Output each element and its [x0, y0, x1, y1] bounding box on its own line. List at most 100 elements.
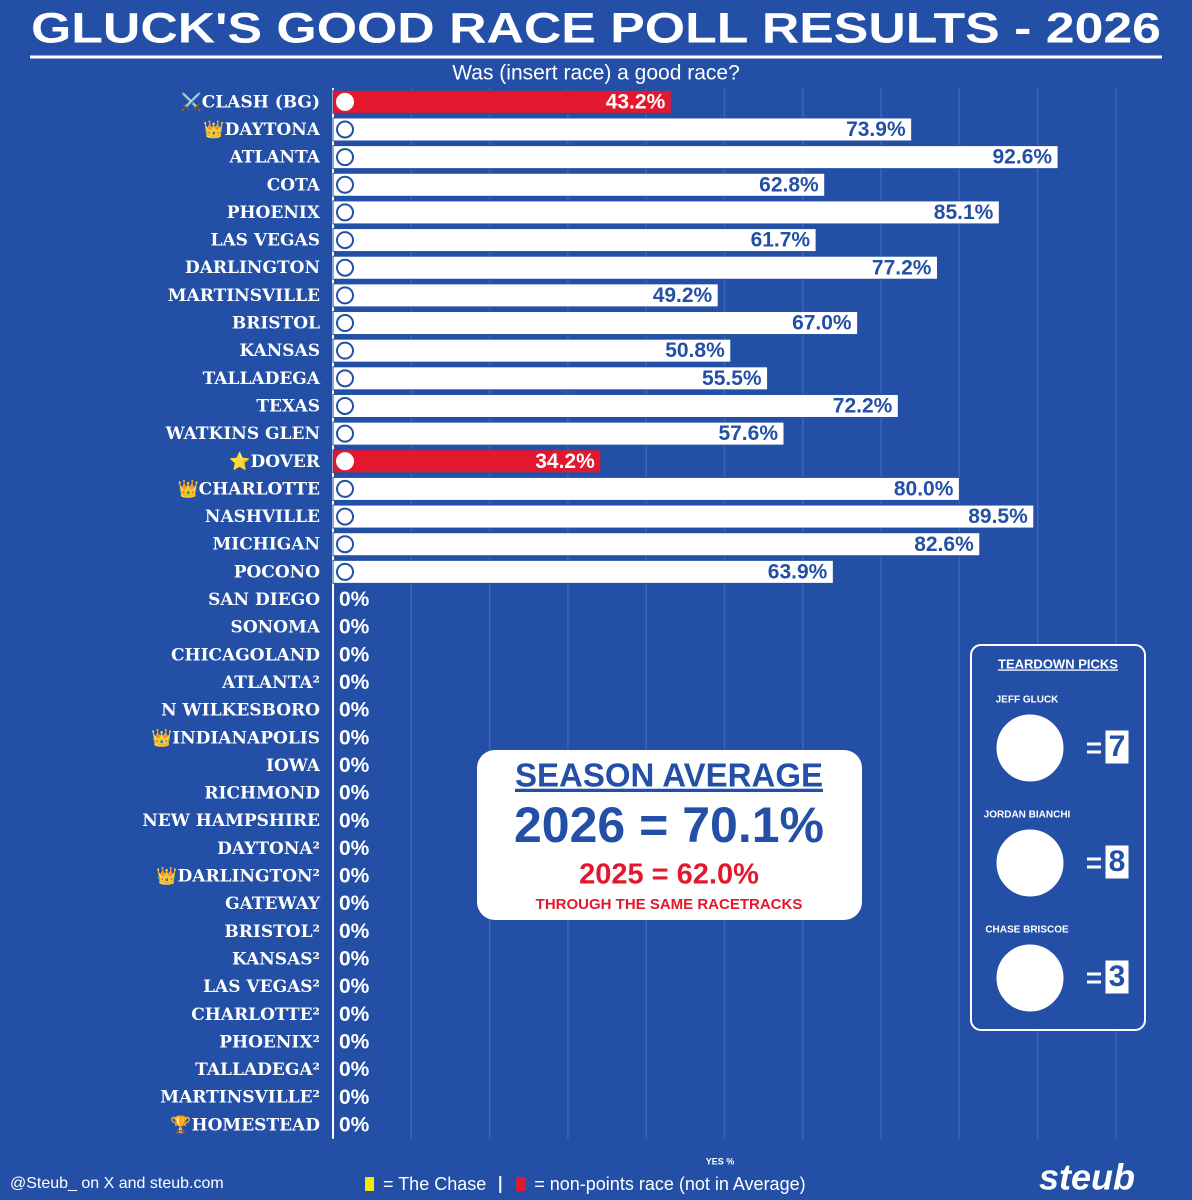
value-label: 0%	[339, 754, 370, 777]
driver-icon	[336, 286, 354, 305]
pick-name: CHASE BRISCOE	[985, 925, 1069, 936]
value-label: 0%	[339, 671, 370, 694]
bar	[332, 476, 960, 501]
category-label: ⭐DOVER	[229, 451, 321, 472]
value-label: 0%	[339, 948, 370, 971]
chart-title: GLUCK'S GOOD RACE POLL RESULTS - 2026	[31, 4, 1161, 52]
season-previous: 2025 = 62.0%	[579, 859, 759, 891]
category-label: NEW HAMPSHIRE	[142, 811, 320, 831]
pick-value: 8	[1109, 845, 1126, 878]
value-label: 63.9%	[768, 560, 828, 583]
pick-avatar	[993, 711, 1067, 785]
pick-avatar	[993, 826, 1067, 900]
pick-name: JORDAN BIANCHI	[984, 810, 1071, 821]
value-label: 89.5%	[968, 505, 1028, 528]
bar	[332, 283, 719, 308]
value-label: 0%	[339, 975, 370, 998]
value-label: 0%	[339, 865, 370, 888]
category-label: ⚔️CLASH (BG)	[181, 91, 320, 112]
bar	[332, 338, 732, 363]
pick-box	[1104, 729, 1130, 765]
value-label: 0%	[339, 920, 370, 943]
category-label: POCONO	[234, 562, 320, 582]
category-label: WATKINS GLEN	[165, 424, 320, 444]
driver-icon	[336, 203, 354, 222]
category-label: ATLANTA²	[221, 673, 320, 693]
value-label: 82.6%	[914, 533, 974, 556]
category-label: BRISTOL²	[224, 922, 320, 942]
value-label: 50.8%	[665, 339, 725, 362]
driver-icon	[336, 396, 354, 415]
category-label: PHOENIX²	[219, 1032, 320, 1052]
category-label: LAS VEGAS	[211, 231, 320, 251]
driver-icon	[336, 92, 354, 111]
legend: = The Chase = non-points race (not in Ave…	[365, 1174, 806, 1194]
bar	[332, 504, 1035, 529]
category-label: N WILKESBORO	[161, 701, 320, 721]
driver-icon	[336, 120, 354, 139]
value-label: 57.6%	[718, 422, 778, 445]
category-label: COTA	[267, 175, 321, 195]
value-label: 43.2%	[606, 90, 666, 113]
bar	[332, 393, 899, 418]
bar	[332, 311, 859, 336]
value-label: 0%	[339, 699, 370, 722]
legend-swatch	[365, 1177, 374, 1191]
value-label: 0%	[339, 809, 370, 832]
season-current: 2026 = 70.1%	[514, 797, 824, 853]
value-label: 0%	[339, 892, 370, 915]
pick-value: 3	[1109, 960, 1126, 993]
rows: ⚔️CLASH (BG) 43.2% 👑DAYTONA 73.9% ATLANTA 92.…	[142, 89, 1059, 1136]
category-label: MICHIGAN	[212, 535, 320, 555]
value-label: 34.2%	[535, 450, 595, 473]
season-title: SEASON AVERAGE	[515, 757, 823, 794]
bar	[332, 172, 826, 197]
bar	[332, 255, 938, 280]
value-label: 72.2%	[833, 395, 893, 418]
category-label: GATEWAY	[225, 894, 321, 914]
pick-avatar	[993, 941, 1067, 1015]
x-axis-label: YES %	[706, 1156, 735, 1166]
picks-title: TEARDOWN PICKS	[998, 656, 1118, 671]
value-label: 62.8%	[759, 173, 819, 196]
bar	[332, 228, 817, 253]
driver-icon	[336, 258, 354, 277]
category-label: TALLADEGA	[203, 369, 321, 389]
category-label: SONOMA	[231, 618, 321, 638]
bar	[332, 559, 834, 584]
value-label: 0%	[339, 643, 370, 666]
category-label: IOWA	[266, 756, 321, 776]
bar	[332, 145, 1059, 170]
driver-icon	[336, 424, 354, 443]
category-label: PHOENIX	[227, 203, 321, 223]
value-label: 85.1%	[934, 201, 994, 224]
value-label: 0%	[339, 1113, 370, 1136]
category-label: MARTINSVILLE²	[160, 1088, 320, 1108]
driver-icon	[336, 369, 354, 388]
legend-label: = The Chase	[383, 1174, 486, 1194]
category-label: ATLANTA	[228, 148, 320, 168]
season-note: THROUGH THE SAME RACETRACKS	[536, 896, 803, 913]
value-label: 0%	[339, 1030, 370, 1053]
value-label: 0%	[339, 726, 370, 749]
value-label: 49.2%	[653, 284, 713, 307]
value-label: 0%	[339, 1086, 370, 1109]
value-label: 0%	[339, 837, 370, 860]
bar	[332, 117, 913, 142]
driver-icon	[336, 535, 354, 554]
category-label: KANSAS²	[232, 949, 320, 969]
bar	[332, 421, 785, 446]
logo: steub	[1039, 1157, 1135, 1198]
value-label: 0%	[339, 1003, 370, 1026]
picks: JEFF GLUCK 7 JORDAN BIANCHI 8 CHASE BRISCOE 3	[984, 695, 1130, 1015]
driver-icon	[336, 175, 354, 194]
category-label: 👑CHARLOTTE	[178, 479, 321, 499]
value-label: 92.6%	[993, 146, 1053, 169]
pick-value: 7	[1109, 730, 1126, 763]
driver-icon	[336, 507, 354, 526]
category-label: 🏆HOMESTEAD	[170, 1114, 320, 1135]
driver-icon	[336, 148, 354, 167]
value-label: 0%	[339, 782, 370, 805]
value-label: 80.0%	[894, 477, 954, 500]
driver-icon	[336, 562, 354, 581]
